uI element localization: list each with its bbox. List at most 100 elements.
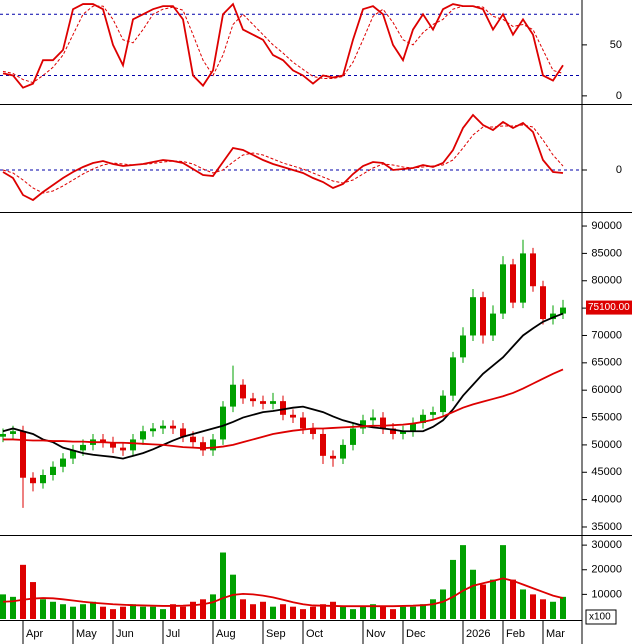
volume-bar [490, 579, 496, 619]
y-tick-label: 50 [610, 39, 622, 51]
candle-body [150, 428, 156, 432]
volume-bar [550, 601, 556, 619]
volume-bar [290, 606, 296, 619]
x-tick-label: Aug [216, 628, 236, 640]
x-tick-label: May [76, 628, 97, 640]
y-tick-label: 80000 [591, 275, 622, 287]
candle-body [390, 428, 396, 434]
candle-body [330, 455, 336, 459]
volume-bar [150, 606, 156, 619]
volume-bar [120, 606, 126, 619]
volume-bar [140, 606, 146, 619]
volume-bar [40, 599, 46, 619]
candle-body [550, 313, 556, 320]
volume-bar [200, 599, 206, 619]
volume-bar [250, 604, 256, 619]
volume-bar [460, 545, 466, 619]
volume-bar [20, 564, 26, 619]
candle-body [300, 417, 306, 429]
volume-bar [220, 552, 226, 619]
x-tick-label: Sep [266, 628, 286, 640]
x-tick-label: Nov [366, 628, 386, 640]
candle-body [380, 417, 386, 429]
candle-body [130, 439, 136, 451]
volume-bar [420, 604, 426, 619]
volume-bar [130, 604, 136, 619]
candle-body [490, 313, 496, 336]
y-tick-label: 85000 [591, 247, 622, 259]
candle-body [80, 444, 86, 451]
volume-bar [270, 606, 276, 619]
volume-bar [510, 579, 516, 619]
candle-body [250, 398, 256, 402]
volume-bar [360, 606, 366, 619]
y-tick-label: 0 [616, 90, 622, 102]
volume-bar [160, 609, 166, 619]
volume-bar [450, 559, 456, 619]
volume-bar [380, 606, 386, 619]
volume-bar [560, 596, 566, 619]
series-line [3, 368, 564, 450]
x-tick-label: 2026 [466, 628, 490, 640]
candle-body [210, 439, 216, 451]
candle-body [450, 357, 456, 396]
volume-bar [180, 606, 186, 619]
volume-bar [340, 606, 346, 619]
x-tick-label: Feb [506, 628, 525, 640]
candle-body [270, 401, 276, 404]
candle-body [500, 264, 506, 314]
volume-bar [50, 601, 56, 619]
volume-bar [110, 609, 116, 619]
candle-body [530, 253, 536, 287]
last-price-label: 75100.00 [588, 302, 630, 313]
candle-body [260, 401, 266, 404]
x-tick-label: Jul [166, 628, 180, 640]
volume-bar [500, 545, 506, 619]
volume-bar [10, 596, 16, 619]
last-price-box [586, 300, 632, 315]
x-tick-label: Apr [26, 628, 43, 640]
candle-body [50, 466, 56, 475]
candle-body [280, 401, 286, 415]
series-line [2, 124, 564, 194]
y-tick-label: 20000 [591, 564, 622, 576]
candle-body [30, 477, 36, 484]
candle-body [190, 436, 196, 443]
candle-body [560, 307, 566, 314]
volume-bar [480, 584, 486, 619]
candle-body [160, 425, 166, 429]
volume-bar [430, 599, 436, 619]
y-tick-label: 90000 [591, 220, 622, 232]
y-tick-label: 65000 [591, 357, 622, 369]
candle-body [100, 439, 106, 443]
volume-bar [70, 606, 76, 619]
y-tick-label: 50000 [591, 439, 622, 451]
series-line [2, 312, 564, 460]
candle-body [540, 286, 546, 320]
candle-body [440, 395, 446, 413]
candle-body [10, 431, 16, 434]
candle-body [170, 425, 176, 429]
volume-bar [60, 604, 66, 619]
volume-bar [170, 604, 176, 619]
volume-bar [300, 609, 306, 619]
series-line [2, 577, 564, 608]
candle-body [240, 384, 246, 399]
unit-label: x100 [589, 612, 611, 623]
volume-bar [530, 594, 536, 619]
y-tick-label: 0 [616, 164, 622, 176]
candle-body [120, 447, 126, 451]
series-line [2, 5, 564, 84]
candle-body [430, 412, 436, 415]
volume-bar [280, 604, 286, 619]
candle-body [520, 253, 526, 303]
volume-bar [240, 599, 246, 619]
y-tick-label: 35000 [591, 521, 622, 533]
x-tick-label: Dec [406, 628, 426, 640]
y-tick-label: 40000 [591, 494, 622, 506]
candle-body [110, 442, 116, 448]
y-tick-label: 60000 [591, 384, 622, 396]
unit-box [585, 609, 617, 625]
y-tick-label: 55000 [591, 411, 622, 423]
